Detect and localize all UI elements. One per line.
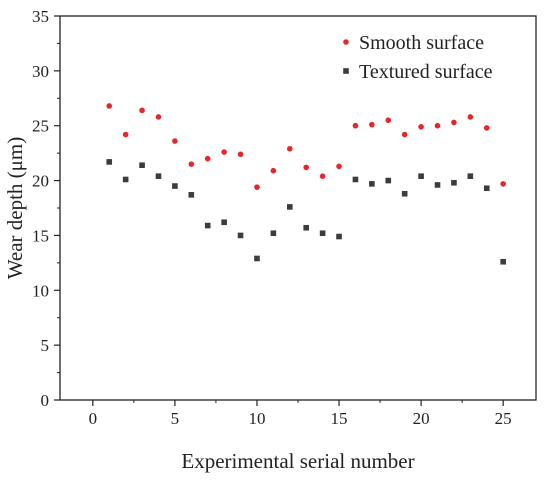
textured-surface-point	[467, 173, 474, 179]
y-tick-label: 35	[32, 7, 49, 26]
x-tick-label: 20	[413, 409, 430, 428]
legend-label-textured: Textured surface	[359, 61, 493, 83]
textured-surface-point	[369, 181, 375, 187]
smooth-surface-point	[401, 131, 408, 138]
textured-surface-point	[500, 258, 506, 265]
smooth-surface-point	[270, 167, 277, 174]
smooth-surface-point	[172, 138, 178, 144]
smooth-surface-point	[385, 117, 392, 124]
textured-surface-point	[451, 179, 457, 186]
smooth-surface-point	[221, 149, 227, 155]
x-tick-label: 10	[248, 409, 265, 428]
textured-surface-point	[303, 224, 310, 231]
smooth-surface-point	[500, 181, 506, 187]
x-tick-label: 25	[495, 409, 512, 428]
smooth-surface-point	[319, 173, 326, 179]
legend-marker-smooth	[343, 39, 349, 45]
legend-marker-textured	[343, 68, 349, 74]
smooth-surface-point	[434, 122, 441, 129]
smooth-surface-point	[155, 114, 162, 120]
textured-surface-point	[336, 233, 342, 240]
smooth-surface-point	[254, 184, 260, 190]
smooth-surface-point	[451, 119, 457, 126]
smooth-surface-point	[467, 114, 474, 120]
textured-surface-point	[221, 219, 227, 226]
smooth-surface-point	[418, 124, 424, 130]
textured-surface-point	[106, 159, 113, 165]
textured-surface-point	[155, 173, 162, 179]
y-tick-label: 20	[32, 172, 49, 191]
smooth-surface-point	[204, 155, 211, 162]
textured-surface-point	[172, 183, 178, 189]
smooth-surface-point	[286, 145, 293, 152]
legend-label-smooth: Smooth surface	[359, 32, 484, 54]
y-tick-label: 5	[41, 336, 50, 355]
smooth-surface-point	[139, 107, 145, 114]
y-tick-label: 25	[32, 117, 49, 136]
smooth-surface-point	[106, 103, 113, 109]
textured-surface-point	[401, 190, 408, 197]
x-tick-label: 5	[171, 409, 180, 428]
y-tick-label: 30	[32, 62, 49, 81]
x-tick-label: 0	[89, 409, 98, 428]
textured-surface-point	[204, 222, 211, 229]
smooth-surface-point	[303, 164, 310, 171]
smooth-surface-point	[352, 122, 359, 129]
smooth-surface-point	[369, 121, 375, 128]
textured-surface-point	[188, 192, 195, 198]
smooth-surface-point	[188, 161, 195, 167]
y-tick-label: 0	[41, 391, 50, 410]
x-tick-label: 15	[331, 409, 348, 428]
textured-surface-point	[286, 204, 293, 210]
textured-surface-point	[270, 230, 277, 237]
x-axis-title: Experimental serial number	[181, 449, 414, 473]
textured-surface-point	[254, 255, 260, 262]
data-points	[106, 103, 506, 265]
textured-surface-point	[352, 176, 359, 183]
textured-surface-point	[237, 232, 244, 239]
textured-surface-point	[418, 173, 424, 179]
textured-surface-point	[434, 182, 441, 188]
y-tick-label: 10	[32, 281, 49, 300]
smooth-surface-point	[483, 125, 490, 131]
y-tick-label: 15	[32, 226, 49, 245]
textured-surface-point	[483, 185, 490, 192]
y-axis-ticks: 0 5 10 15 20 25 30 35	[32, 7, 60, 410]
smooth-surface-point	[237, 151, 244, 158]
y-axis-title: Wear depth (μm)	[3, 137, 27, 280]
smooth-surface-point	[122, 131, 129, 138]
textured-surface-point	[385, 177, 392, 184]
legend: Smooth surface Textured surface	[343, 32, 493, 83]
textured-surface-point	[139, 162, 145, 169]
textured-surface-point	[319, 230, 326, 237]
textured-surface-point	[122, 176, 129, 183]
x-axis-ticks: 0 5 10 15 20 25	[89, 400, 512, 428]
smooth-surface-point	[336, 163, 342, 170]
